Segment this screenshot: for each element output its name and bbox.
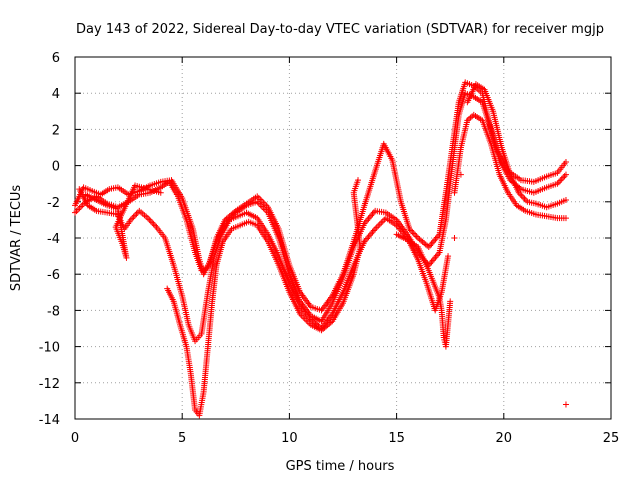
x-tick-label: 25: [603, 431, 620, 446]
y-tick-label: -12: [39, 377, 60, 392]
x-tick-label: 20: [496, 431, 513, 446]
axis-ticks: [74, 56, 612, 420]
data-point-fill: [428, 258, 435, 265]
data-point-fill: [78, 203, 85, 210]
data-point-fill: [518, 192, 525, 199]
data-point: [457, 171, 464, 178]
data-point-fill: [375, 222, 382, 229]
data-point-fill: [373, 224, 380, 231]
data-point-fill: [370, 209, 377, 216]
data-point-fill: [431, 255, 438, 262]
y-tick-label: -10: [39, 341, 60, 356]
grid-lines: [75, 57, 611, 419]
data-point-fill: [433, 252, 440, 259]
data-point: [562, 215, 569, 222]
data-point: [562, 171, 569, 178]
data-point-fill: [364, 217, 371, 224]
data-point-fill: [368, 212, 375, 219]
data-point-fill: [129, 215, 136, 222]
series-track-2: [72, 90, 569, 325]
data-point: [451, 235, 458, 241]
data-point: [355, 177, 362, 184]
series-track-4: [82, 81, 569, 419]
data-point-fill: [378, 219, 385, 226]
data-point: [447, 298, 454, 305]
data-point-fill: [150, 221, 157, 228]
data-point-fill: [368, 230, 375, 237]
data-point-fill: [558, 176, 565, 183]
data-point-fill: [560, 174, 567, 181]
x-tick-label: 10: [281, 431, 298, 446]
x-tick-label: 0: [71, 431, 79, 446]
data-point-fill: [369, 211, 376, 218]
data-point: [562, 196, 569, 203]
data-point-fill: [146, 216, 153, 223]
data-point-fill: [557, 177, 564, 184]
x-axis-label: GPS time / hours: [286, 459, 395, 474]
x-tick-label: 15: [388, 431, 405, 446]
data-point-fill: [147, 218, 154, 225]
data-point-fill: [75, 206, 82, 213]
tick-labels: 0 5 10 15 20 25 -14 -12 -10 -8 -6 -4 -2 0 2 4 6: [39, 51, 620, 446]
data-point-fill: [365, 215, 372, 222]
data-point-fill: [149, 219, 156, 226]
data-point-fill: [431, 237, 438, 244]
data-point-fill: [413, 233, 420, 240]
y-tick-label: -4: [47, 232, 60, 247]
y-axis-label: SDTVAR / TECUs: [9, 185, 24, 292]
data-point: [72, 209, 78, 216]
data-point-fill: [410, 230, 417, 237]
data-point-fill: [429, 257, 436, 264]
x-tick-label: 5: [178, 431, 186, 446]
data-point-fill: [433, 234, 440, 241]
data-point-fill: [521, 195, 528, 202]
data-point-fill: [255, 194, 262, 201]
data-point-fill: [427, 242, 434, 249]
data-point-fill: [152, 222, 159, 229]
data-point-fill: [130, 213, 137, 220]
y-tick-label: 6: [52, 51, 60, 66]
data-point-fill: [370, 227, 377, 234]
series-track-3: [76, 111, 569, 345]
data-point-fill: [376, 221, 383, 228]
data-point: [562, 401, 569, 408]
chart-title: Day 143 of 2022, Sidereal Day-to-day VTE…: [76, 22, 604, 37]
y-tick-label: -8: [47, 304, 60, 319]
data-point-fill: [365, 233, 372, 240]
data-point: [372, 225, 379, 232]
data-point-fill: [429, 239, 436, 246]
data-point-fill: [369, 229, 376, 236]
data-marks: [72, 79, 569, 419]
y-tick-label: -6: [47, 268, 60, 283]
data-point: [157, 189, 164, 196]
data-point-fill: [366, 214, 373, 221]
y-tick-label: -14: [39, 413, 60, 428]
y-tick-label: -2: [47, 196, 60, 211]
data-point-fill: [412, 231, 419, 238]
data-point-fill: [364, 235, 371, 242]
y-tick-label: 2: [52, 123, 60, 138]
y-tick-label: 0: [52, 160, 60, 175]
data-point-fill: [520, 194, 527, 201]
y-tick-label: 4: [52, 87, 60, 102]
data-point-fill: [133, 210, 140, 217]
data-point-fill: [132, 212, 139, 219]
data-point-fill: [73, 208, 80, 215]
data-point: [562, 158, 569, 165]
data-point-fill: [366, 232, 373, 239]
data-point: [445, 253, 452, 260]
data-point-fill: [432, 254, 439, 261]
data-point-fill: [561, 173, 568, 180]
data-point-fill: [432, 236, 439, 243]
